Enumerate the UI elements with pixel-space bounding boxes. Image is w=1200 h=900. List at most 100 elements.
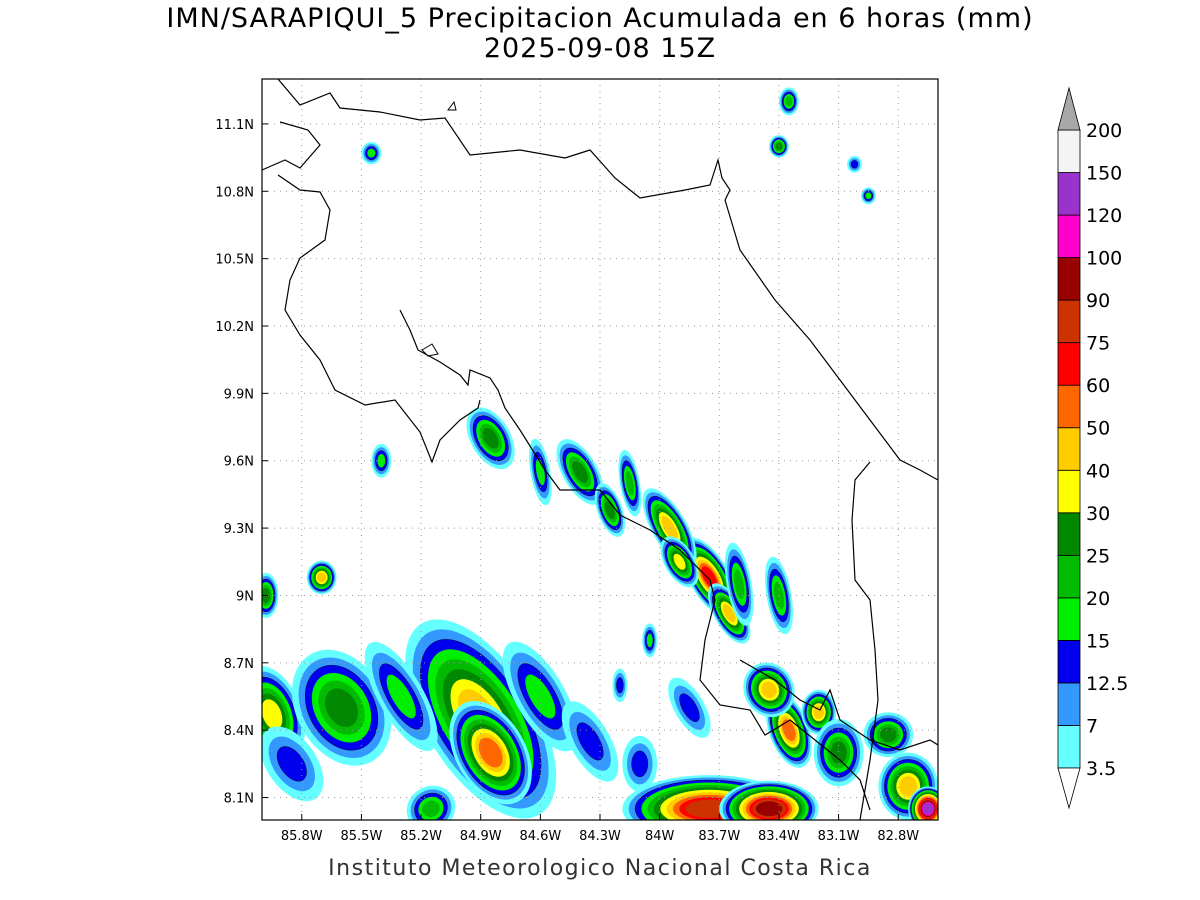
colorbar-level-label: 20 (1086, 588, 1110, 610)
precip-contour (262, 699, 283, 730)
precip-cell (502, 641, 578, 752)
colorbar-level-label: 50 (1086, 418, 1110, 440)
colorbar-legend: 3.5 7 12.5 15 20 25 30 40 50 60 75 90 100 120 150 200 (1057, 86, 1128, 810)
colorbar-segment (1057, 342, 1081, 386)
axis-ticks: 85.8W 85.5W 85.2W 84.9W 84.6W 84.3W 84W 83.7W 83… (215, 118, 919, 844)
precip-cell (262, 726, 324, 802)
precip-contour (830, 741, 847, 764)
precip-cell (908, 786, 938, 820)
lat-tick-label: 9.6N (224, 455, 254, 470)
precip-contour (755, 801, 783, 817)
precip-contour (661, 516, 678, 541)
lon-tick-label: 84.3W (579, 829, 621, 844)
lon-tick-label: 82.8W (877, 829, 919, 844)
pacific-coast-north (262, 121, 321, 171)
precip-cell (291, 649, 392, 766)
precip-contour (775, 142, 783, 151)
colorbar-segment (1057, 682, 1081, 726)
lat-tick-label: 11.1N (215, 118, 254, 133)
precip-cell (708, 583, 751, 644)
precip-cell (642, 623, 658, 658)
colorbar-level-label: 7 (1086, 715, 1098, 737)
colorbar-segment (1057, 640, 1081, 684)
precip-cell (660, 536, 699, 588)
lat-tick-label: 10.2N (215, 320, 254, 335)
colorbar-segment (1057, 384, 1081, 429)
panama-border (851, 461, 879, 820)
precip-contour (386, 674, 416, 719)
precip-cell (618, 449, 642, 517)
precip-cell (364, 641, 438, 752)
lon-tick-label: 83.1W (818, 829, 860, 844)
colorbar-level-label: 30 (1086, 503, 1110, 525)
colorbar-segment (1057, 512, 1081, 556)
osa-peninsula (699, 599, 871, 811)
colorbar-segment (1057, 554, 1081, 599)
precip-contour (785, 96, 793, 107)
lon-tick-label: 83.4W (758, 829, 800, 844)
lon-tick-label: 84.6W (519, 829, 561, 844)
precip-contour (850, 160, 859, 169)
colorbar-segment (1057, 214, 1081, 258)
precip-contour (576, 722, 604, 761)
lat-tick-label: 9.9N (224, 387, 254, 402)
colorbar-level-label: 3.5 (1086, 758, 1116, 780)
precip-contour (782, 719, 796, 742)
precip-contour (616, 677, 624, 694)
precip-cell (778, 87, 799, 116)
precip-contour (646, 633, 653, 648)
colorbar-segment (1057, 172, 1081, 216)
caribbean-coast (724, 199, 938, 481)
colorbar-level-label: 75 (1086, 333, 1110, 355)
colorbar-level-label: 100 (1086, 248, 1122, 270)
precip-cell (371, 443, 392, 478)
lat-tick-label: 8.4N (224, 724, 254, 739)
precip-cell (556, 439, 604, 505)
colorbar-segment (1057, 469, 1081, 514)
precip-contour (478, 737, 503, 768)
colorbar-segment (1057, 299, 1081, 344)
credit-text: Instituto Meteorologico Nacional Costa R… (328, 856, 872, 881)
nicoya-peninsula (277, 174, 481, 464)
gulf-island (421, 343, 439, 357)
colorbar-level-label: 12.5 (1086, 673, 1128, 695)
precip-contour (673, 553, 686, 570)
map-title: IMN/SARAPIQUI_5 Precipitacion Acumulada … (166, 3, 1034, 34)
lat-tick-label: 8.7N (224, 657, 254, 672)
precip-contour (625, 471, 634, 496)
lon-tick-label: 85.5W (341, 829, 383, 844)
colorbar-level-label: 120 (1086, 205, 1122, 227)
lat-tick-label: 8.1N (224, 792, 254, 807)
precip-cell (813, 718, 864, 787)
precip-cell (612, 668, 628, 703)
colorbar-level-label: 15 (1086, 630, 1110, 652)
precip-contour (422, 800, 440, 818)
precip-cell (466, 407, 515, 470)
colorbar-level-label: 40 (1086, 460, 1110, 482)
precip-contour (604, 501, 615, 520)
lat-tick-label: 9.3N (224, 522, 254, 537)
precip-contour (701, 566, 718, 589)
lon-tick-label: 83.7W (698, 829, 740, 844)
colorbar-segment (1057, 597, 1081, 641)
precip-contour (572, 461, 589, 483)
precip-contour (813, 705, 824, 719)
precip-cell (724, 542, 754, 626)
lon-tick-label: 85.8W (281, 829, 323, 844)
precip-contour (722, 604, 736, 623)
map-subtitle: 2025-09-08 15Z (483, 33, 717, 64)
precip-contour (317, 572, 327, 583)
lat-tick-label: 9N (236, 589, 254, 604)
lon-tick-label: 85.2W (400, 829, 442, 844)
precip-cell (561, 701, 619, 782)
precip-contour (922, 802, 934, 815)
colorbar-level-label: 90 (1086, 290, 1110, 312)
precip-cell (449, 701, 532, 805)
precip-contour (377, 453, 386, 468)
precip-cell (361, 141, 382, 165)
precip-contour (631, 750, 649, 778)
precipitation-field (262, 87, 938, 820)
nicaragua-caribbean-border (277, 79, 731, 201)
precip-cell (528, 438, 552, 506)
